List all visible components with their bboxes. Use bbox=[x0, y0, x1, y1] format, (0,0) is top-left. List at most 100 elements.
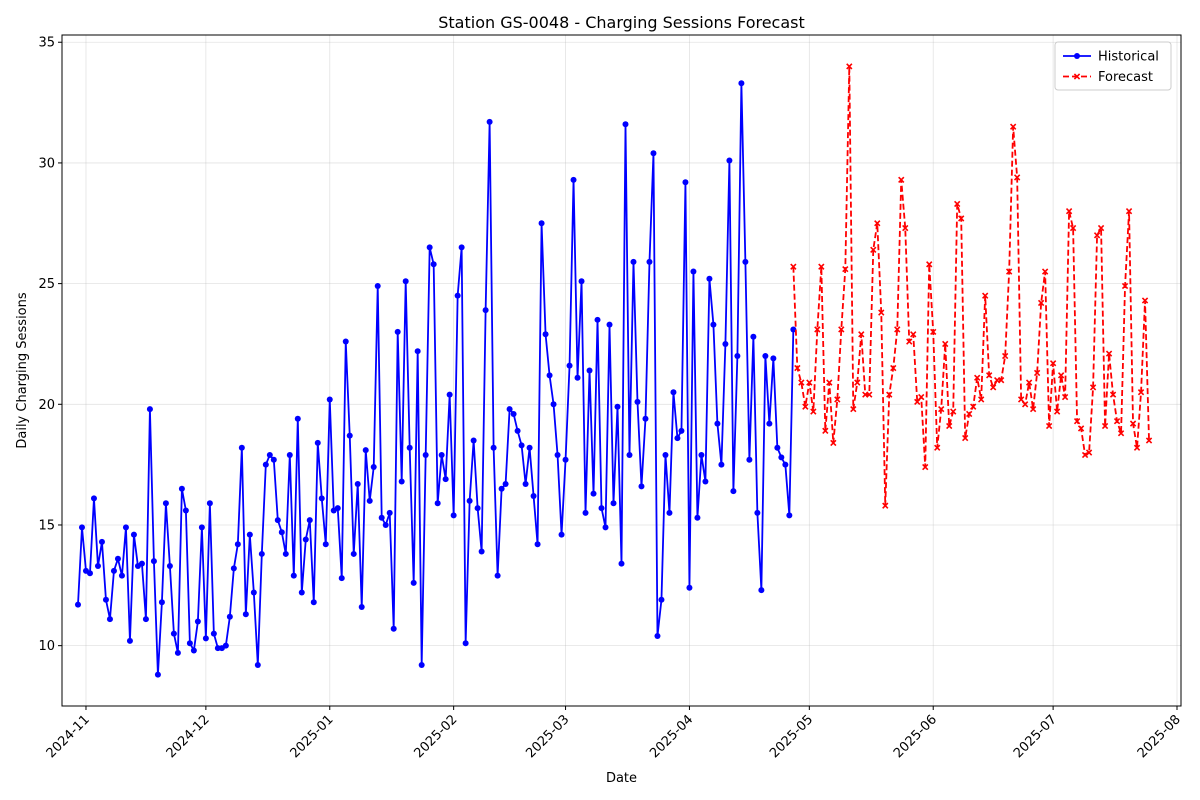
data-point bbox=[1001, 352, 1009, 360]
data-point bbox=[338, 575, 345, 582]
data-point bbox=[258, 550, 265, 557]
data-point bbox=[834, 396, 841, 403]
data-point bbox=[798, 379, 805, 386]
data-point bbox=[802, 403, 809, 410]
data-point bbox=[606, 321, 613, 328]
data-point bbox=[1061, 393, 1069, 401]
data-point bbox=[722, 340, 729, 347]
data-point bbox=[974, 374, 981, 381]
data-point bbox=[962, 434, 969, 442]
data-point bbox=[830, 439, 837, 447]
data-point bbox=[1077, 425, 1085, 432]
y-axis-label: Daily Charging Sessions bbox=[15, 292, 30, 449]
data-point bbox=[1037, 299, 1045, 307]
series-layer bbox=[74, 63, 1153, 678]
data-point bbox=[738, 80, 745, 87]
data-point bbox=[98, 538, 105, 545]
data-point bbox=[546, 372, 553, 379]
data-point bbox=[158, 599, 165, 606]
data-point bbox=[610, 500, 617, 507]
data-point bbox=[1021, 401, 1029, 408]
data-point bbox=[234, 541, 241, 548]
data-point bbox=[154, 671, 161, 678]
data-point bbox=[578, 278, 585, 285]
data-point bbox=[842, 265, 849, 273]
data-point bbox=[742, 258, 749, 265]
data-point bbox=[1069, 224, 1077, 232]
data-point bbox=[502, 480, 509, 487]
data-point bbox=[194, 618, 201, 625]
data-point bbox=[146, 406, 153, 413]
data-point bbox=[538, 220, 545, 227]
data-point bbox=[478, 548, 485, 555]
data-point bbox=[402, 278, 409, 285]
data-point bbox=[894, 326, 901, 333]
data-point bbox=[1101, 422, 1109, 430]
data-point bbox=[562, 456, 569, 463]
data-point bbox=[306, 517, 313, 524]
data-point bbox=[782, 461, 789, 468]
data-point bbox=[1053, 408, 1061, 415]
data-point bbox=[554, 451, 561, 458]
data-point bbox=[1137, 389, 1145, 396]
data-point bbox=[958, 215, 965, 222]
data-point bbox=[322, 541, 329, 548]
data-point bbox=[858, 331, 865, 338]
data-point bbox=[706, 275, 713, 282]
data-point bbox=[982, 292, 989, 299]
data-point bbox=[350, 550, 357, 557]
data-point bbox=[1033, 369, 1041, 377]
data-point bbox=[266, 451, 273, 458]
data-point bbox=[730, 488, 737, 495]
data-point bbox=[450, 512, 457, 519]
data-point bbox=[590, 490, 597, 497]
data-point bbox=[906, 338, 913, 345]
data-point bbox=[422, 451, 429, 458]
chart-title: Station GS-0048 - Charging Sessions Fore… bbox=[438, 13, 805, 32]
data-point bbox=[294, 415, 301, 422]
data-point bbox=[182, 507, 189, 514]
data-point bbox=[174, 649, 181, 656]
data-point bbox=[770, 355, 777, 362]
data-point bbox=[1045, 422, 1053, 430]
data-point bbox=[938, 405, 945, 413]
data-point bbox=[954, 200, 961, 208]
data-point bbox=[510, 410, 517, 417]
data-point bbox=[690, 268, 697, 275]
data-point bbox=[650, 150, 657, 157]
data-point bbox=[746, 456, 753, 463]
data-point bbox=[582, 509, 589, 516]
data-point bbox=[414, 348, 421, 355]
data-point bbox=[714, 420, 721, 427]
data-point bbox=[790, 263, 797, 270]
data-point bbox=[762, 353, 769, 360]
data-point bbox=[1005, 268, 1013, 275]
data-point bbox=[1041, 268, 1049, 275]
data-point bbox=[1017, 396, 1025, 403]
data-point bbox=[698, 451, 705, 458]
data-point bbox=[1089, 384, 1097, 391]
data-point bbox=[930, 328, 937, 336]
data-point bbox=[710, 321, 717, 328]
data-point bbox=[670, 389, 677, 396]
data-point bbox=[346, 432, 353, 439]
data-point bbox=[1081, 451, 1089, 459]
data-point bbox=[370, 464, 377, 471]
data-point bbox=[418, 661, 425, 668]
data-point bbox=[1073, 418, 1081, 425]
data-point bbox=[826, 379, 833, 386]
data-point bbox=[882, 502, 889, 509]
data-point bbox=[246, 531, 253, 538]
data-point bbox=[838, 326, 845, 333]
data-point bbox=[786, 512, 793, 519]
data-point bbox=[490, 444, 497, 451]
data-point bbox=[122, 524, 129, 531]
data-point bbox=[586, 367, 593, 374]
data-point bbox=[814, 326, 821, 333]
data-point bbox=[774, 444, 781, 451]
data-point bbox=[462, 640, 469, 647]
legend: Historical Forecast bbox=[1054, 41, 1172, 91]
data-point bbox=[138, 560, 145, 567]
data-point bbox=[170, 630, 177, 637]
